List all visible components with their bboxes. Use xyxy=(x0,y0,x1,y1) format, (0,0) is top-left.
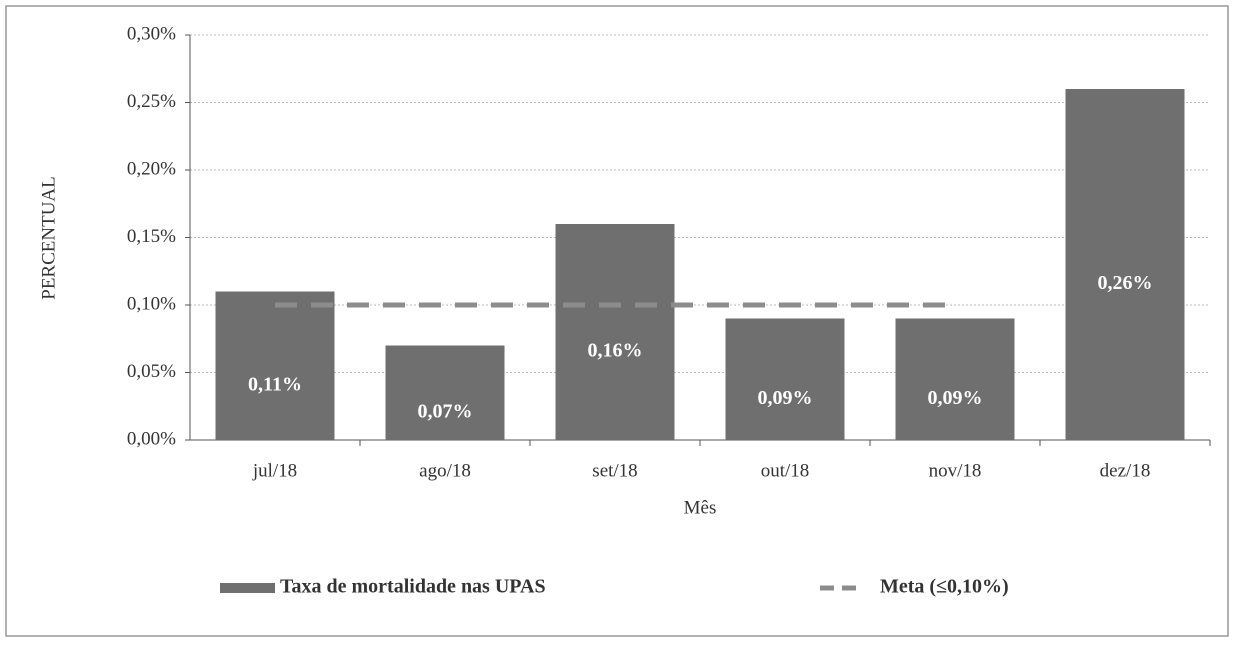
x-tick-label: nov/18 xyxy=(929,460,982,481)
y-tick-label: 0,05% xyxy=(127,361,176,382)
data-label: 0,11% xyxy=(248,373,302,395)
x-tick-label: ago/18 xyxy=(419,460,471,481)
bar xyxy=(385,345,505,440)
y-tick-label: 0,20% xyxy=(127,158,176,179)
y-tick-label: 0,00% xyxy=(127,428,176,449)
data-label: 0,16% xyxy=(588,340,643,362)
y-tick-label: 0,15% xyxy=(127,226,176,247)
legend-label: Taxa de mortalidade nas UPAS xyxy=(280,576,546,598)
bar xyxy=(555,224,675,440)
x-axis-label: Mês xyxy=(684,497,717,518)
x-tick-label: jul/18 xyxy=(252,460,297,481)
legend-label: Meta (≤0,10%) xyxy=(880,576,1009,598)
x-tick-label: set/18 xyxy=(592,460,637,481)
y-tick-label: 0,30% xyxy=(127,23,176,44)
x-tick-label: dez/18 xyxy=(1100,460,1151,481)
legend-swatch xyxy=(220,583,275,593)
bar xyxy=(215,291,335,440)
data-label: 0,07% xyxy=(418,400,473,422)
data-label: 0,09% xyxy=(928,387,983,409)
bar xyxy=(895,318,1015,440)
y-axis-label: PERCENTUAL xyxy=(38,176,59,300)
data-label: 0,09% xyxy=(758,387,813,409)
data-label: 0,26% xyxy=(1098,272,1153,294)
x-tick-label: out/18 xyxy=(761,460,810,481)
y-tick-label: 0,25% xyxy=(127,91,176,112)
bar xyxy=(1065,89,1185,440)
y-tick-label: 0,10% xyxy=(127,293,176,314)
bar xyxy=(725,318,845,440)
